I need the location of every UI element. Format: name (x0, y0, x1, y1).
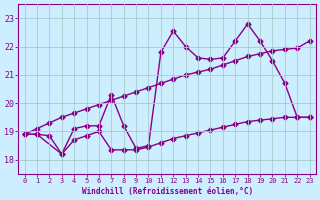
X-axis label: Windchill (Refroidissement éolien,°C): Windchill (Refroidissement éolien,°C) (82, 187, 253, 196)
